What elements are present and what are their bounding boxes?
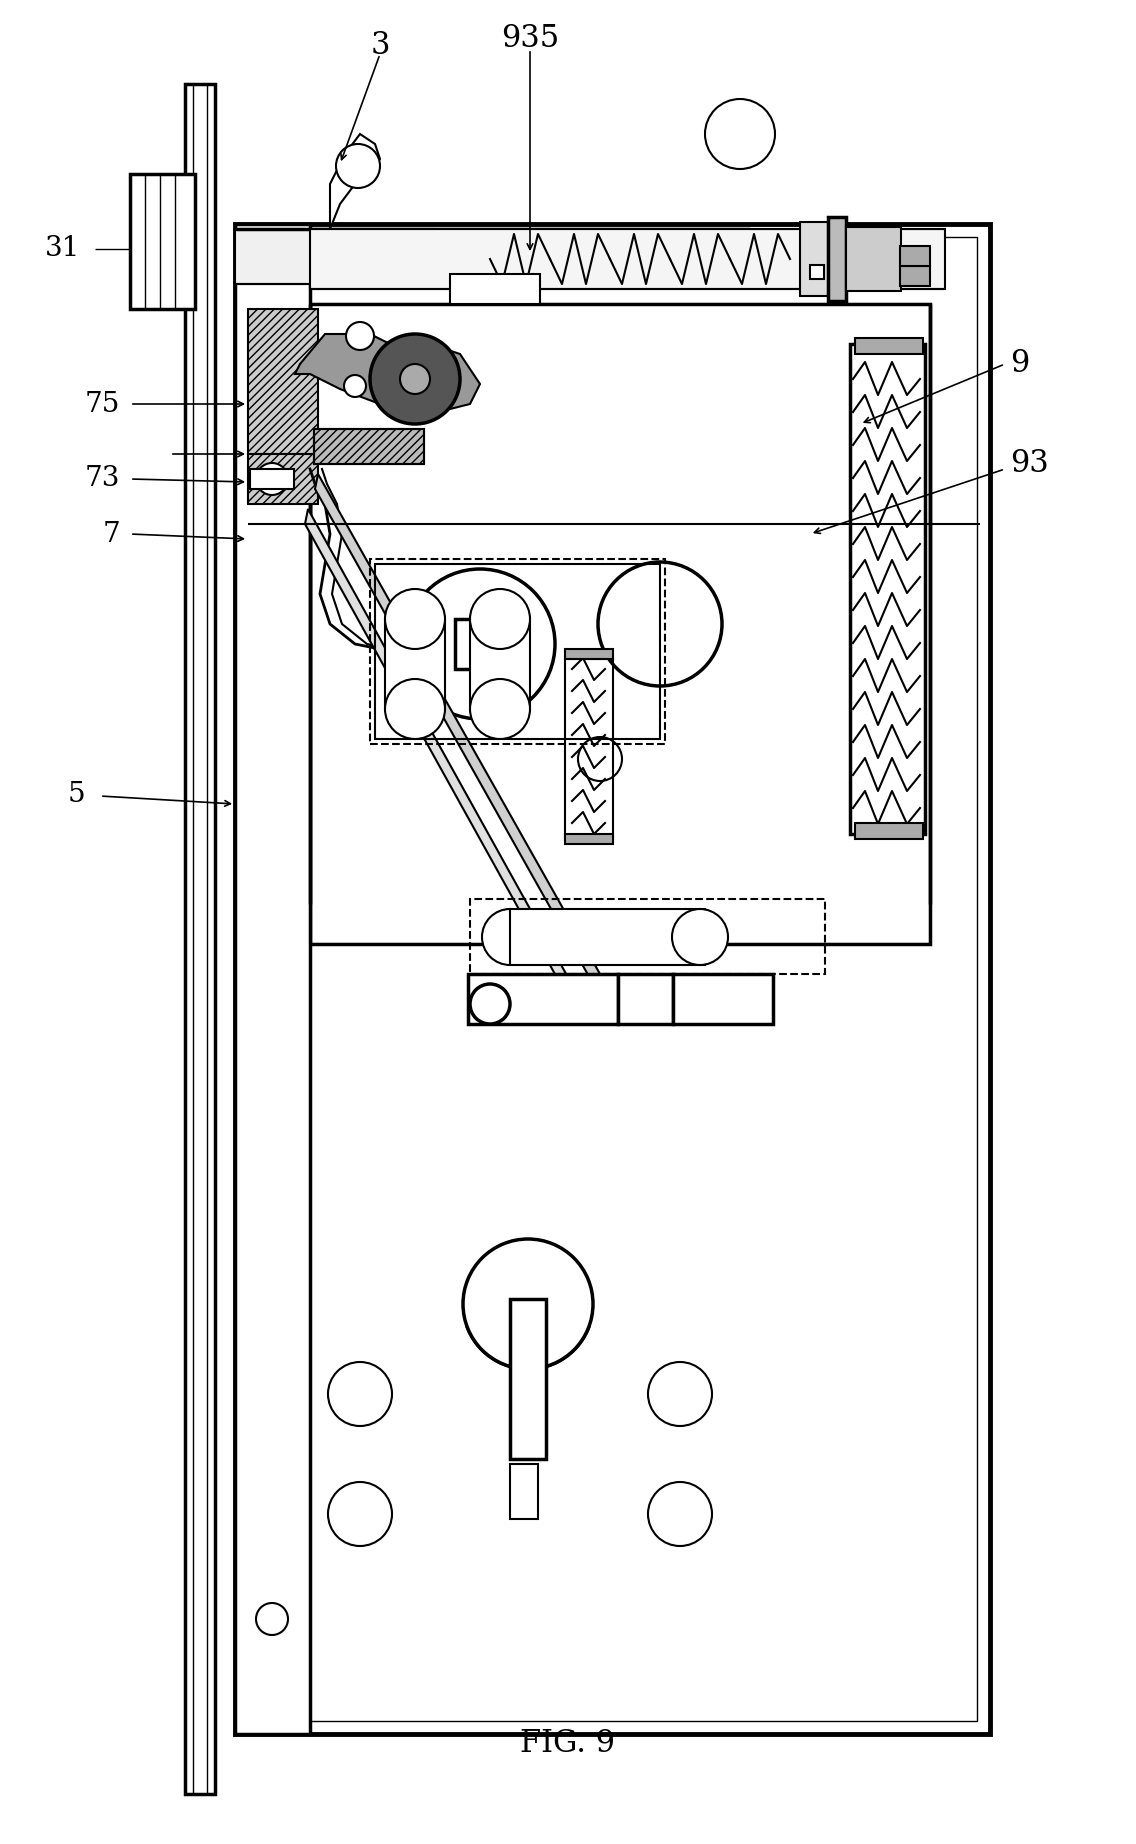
Bar <box>235 229 435 284</box>
Bar <box>510 1298 546 1459</box>
Bar <box>250 468 294 489</box>
Bar <box>673 974 772 1023</box>
Circle shape <box>328 1483 392 1545</box>
Bar <box>565 833 613 845</box>
Circle shape <box>673 909 728 964</box>
Circle shape <box>344 374 366 396</box>
Text: 9: 9 <box>1010 349 1029 380</box>
Circle shape <box>705 100 775 170</box>
Bar <box>850 345 925 833</box>
Bar <box>510 1464 538 1519</box>
Circle shape <box>470 679 531 739</box>
Circle shape <box>482 909 538 964</box>
Circle shape <box>648 1483 712 1545</box>
Bar <box>385 620 445 708</box>
Bar <box>310 304 930 944</box>
Bar <box>618 974 673 1023</box>
Bar <box>310 304 930 944</box>
Circle shape <box>406 570 556 719</box>
Text: 3: 3 <box>370 31 390 61</box>
Text: 73: 73 <box>84 465 120 492</box>
Bar <box>250 468 295 483</box>
Circle shape <box>385 588 445 649</box>
Bar <box>248 238 977 1720</box>
Text: 7: 7 <box>102 520 120 548</box>
Circle shape <box>328 1363 392 1425</box>
Polygon shape <box>304 509 580 1012</box>
Bar <box>130 173 195 310</box>
Bar <box>900 245 930 266</box>
Bar <box>248 310 318 454</box>
Text: FIG. 9: FIG. 9 <box>520 1728 616 1759</box>
Bar <box>314 430 424 465</box>
Bar <box>235 223 989 1733</box>
Bar <box>828 218 846 301</box>
Bar <box>810 266 824 278</box>
Bar <box>310 229 945 290</box>
Bar <box>185 85 215 1794</box>
Circle shape <box>470 588 531 649</box>
Circle shape <box>336 144 381 188</box>
Text: 935: 935 <box>501 24 559 55</box>
Bar <box>248 454 318 503</box>
Text: 75: 75 <box>84 391 120 417</box>
Bar <box>855 822 922 839</box>
Bar <box>510 909 705 964</box>
Circle shape <box>578 738 623 782</box>
Circle shape <box>648 1363 712 1425</box>
Bar <box>456 620 506 669</box>
Circle shape <box>370 334 460 424</box>
Circle shape <box>470 985 510 1023</box>
Text: 93: 93 <box>1010 448 1049 479</box>
Polygon shape <box>390 345 481 409</box>
Bar <box>470 620 531 708</box>
Text: 31: 31 <box>44 236 80 262</box>
Polygon shape <box>315 474 600 988</box>
Circle shape <box>400 363 431 395</box>
Bar <box>468 974 618 1023</box>
Polygon shape <box>329 135 381 229</box>
Bar <box>565 649 613 658</box>
Bar <box>370 559 665 743</box>
Bar <box>470 900 825 974</box>
Bar <box>800 221 828 297</box>
Text: 5: 5 <box>67 780 85 808</box>
Circle shape <box>256 463 289 494</box>
Bar <box>846 227 901 291</box>
Bar <box>375 564 660 739</box>
Circle shape <box>463 1239 593 1368</box>
Circle shape <box>385 679 445 739</box>
Polygon shape <box>295 334 415 404</box>
Bar <box>450 275 540 304</box>
Bar <box>900 266 930 286</box>
Circle shape <box>598 562 722 686</box>
Bar <box>235 223 310 1733</box>
Bar <box>314 430 424 465</box>
Circle shape <box>346 323 374 350</box>
Bar <box>855 337 922 354</box>
Bar <box>565 658 613 839</box>
